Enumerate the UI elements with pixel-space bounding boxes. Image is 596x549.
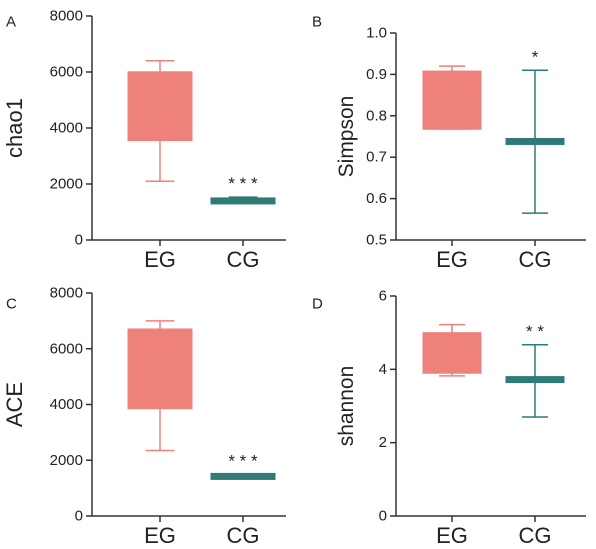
box-eg [127,320,193,452]
box-body [422,332,482,374]
box-body [422,70,482,130]
y-tick-label: 4 [379,361,387,378]
y-tick-label: 0.9 [366,66,387,83]
y-tick-label: 0.6 [366,190,387,207]
significance-marker: * * * [228,174,258,193]
y-tick-label: 8000 [50,285,83,302]
y-tick-label: 2000 [50,176,83,193]
y-tick-label: 2000 [50,452,83,469]
y-tick-label: 2 [379,434,387,451]
x-tick-label: CG [227,247,260,272]
x-tick-label: EG [144,523,176,548]
y-axis-label: shannon [335,366,358,447]
x-tick-label: CG [519,523,552,548]
panel-letter: D [312,295,323,312]
panel-c: C ACE 0 2000 4000 6000 8000 EG CG * * * [2,285,286,548]
box-cg: * [505,47,565,214]
y-tick-label: 0 [379,508,387,525]
y-tick-label: 8000 [50,8,83,25]
panel-b: B Simpson 0.5 0.6 0.7 0.8 0.9 1.0 EG CG * [312,13,586,272]
y-tick-label: 4000 [50,396,83,413]
panel-letter: A [6,13,16,30]
y-axis-label: Simpson [335,96,358,178]
y-tick-label: 0.7 [366,149,387,166]
box-eg [422,65,482,130]
box-cg: * * [505,322,565,418]
y-tick-label: 0.5 [366,232,387,249]
y-axis-label: ACE [2,382,27,427]
x-tick-label: CG [519,247,552,272]
y-tick-label: 1.0 [366,25,387,42]
x-tick-label: EG [436,247,468,272]
x-tick-label: EG [144,247,176,272]
box-body [127,71,193,142]
box-eg [422,323,482,377]
panel-letter: C [6,295,17,312]
significance-marker: * * * [228,452,258,471]
y-tick-label: 0 [75,232,83,249]
panel-letter: B [312,13,322,30]
y-axis-label: chao1 [2,98,27,158]
box-cg: * * * [210,452,276,480]
y-tick-label: 0 [75,508,83,525]
significance-marker: * * [526,322,544,341]
y-tick-label: 4000 [50,120,83,137]
significance-marker: * [532,47,539,66]
y-tick-label: 0.8 [366,107,387,124]
y-tick-label: 6 [379,288,387,305]
y-tick-label: 6000 [50,340,83,357]
y-tick-label: 6000 [50,64,83,81]
x-tick-label: CG [227,523,260,548]
box-body [127,328,193,410]
box-eg [127,60,193,182]
box-cg: * * * [210,174,276,205]
x-tick-label: EG [436,523,468,548]
